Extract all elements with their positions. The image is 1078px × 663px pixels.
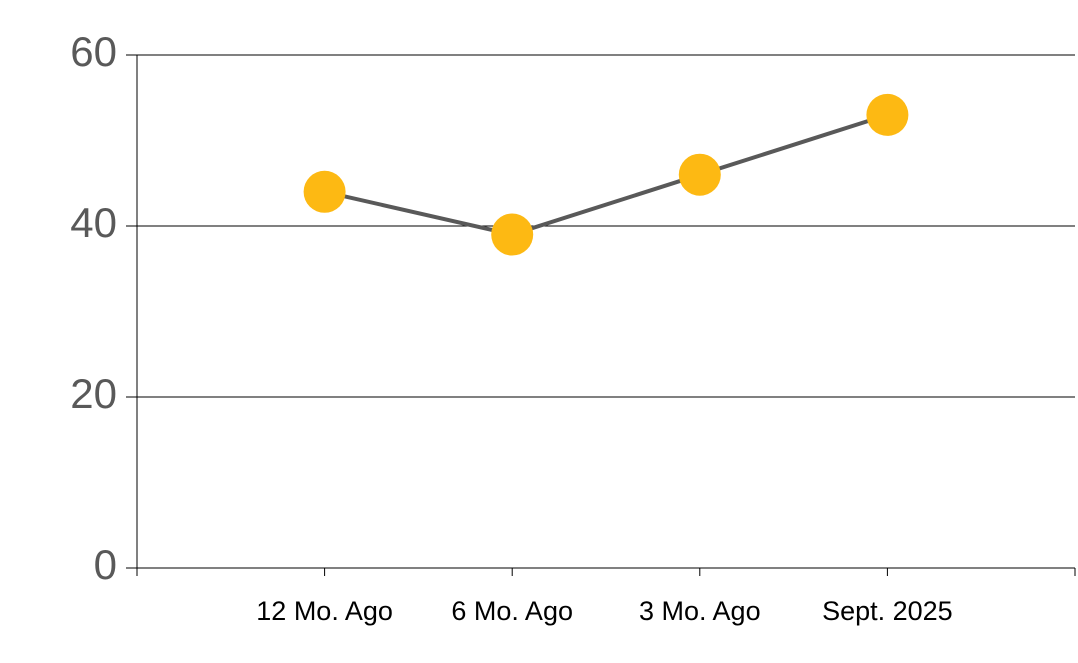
marker xyxy=(303,170,346,213)
marker xyxy=(678,153,721,196)
x-tick-label: Sept. 2025 xyxy=(822,596,953,626)
x-tick-label: 12 Mo. Ago xyxy=(256,596,393,626)
y-tick-label: 20 xyxy=(70,370,117,417)
marker xyxy=(491,213,534,256)
line xyxy=(324,112,889,237)
y-tick-label: 0 xyxy=(94,541,117,588)
x-tick-label: 6 Mo. Ago xyxy=(451,596,573,626)
y-tick-label: 60 xyxy=(70,28,117,75)
y-tick-label: 40 xyxy=(70,199,117,246)
marker xyxy=(866,93,909,136)
x-tick-label: 3 Mo. Ago xyxy=(639,596,761,626)
